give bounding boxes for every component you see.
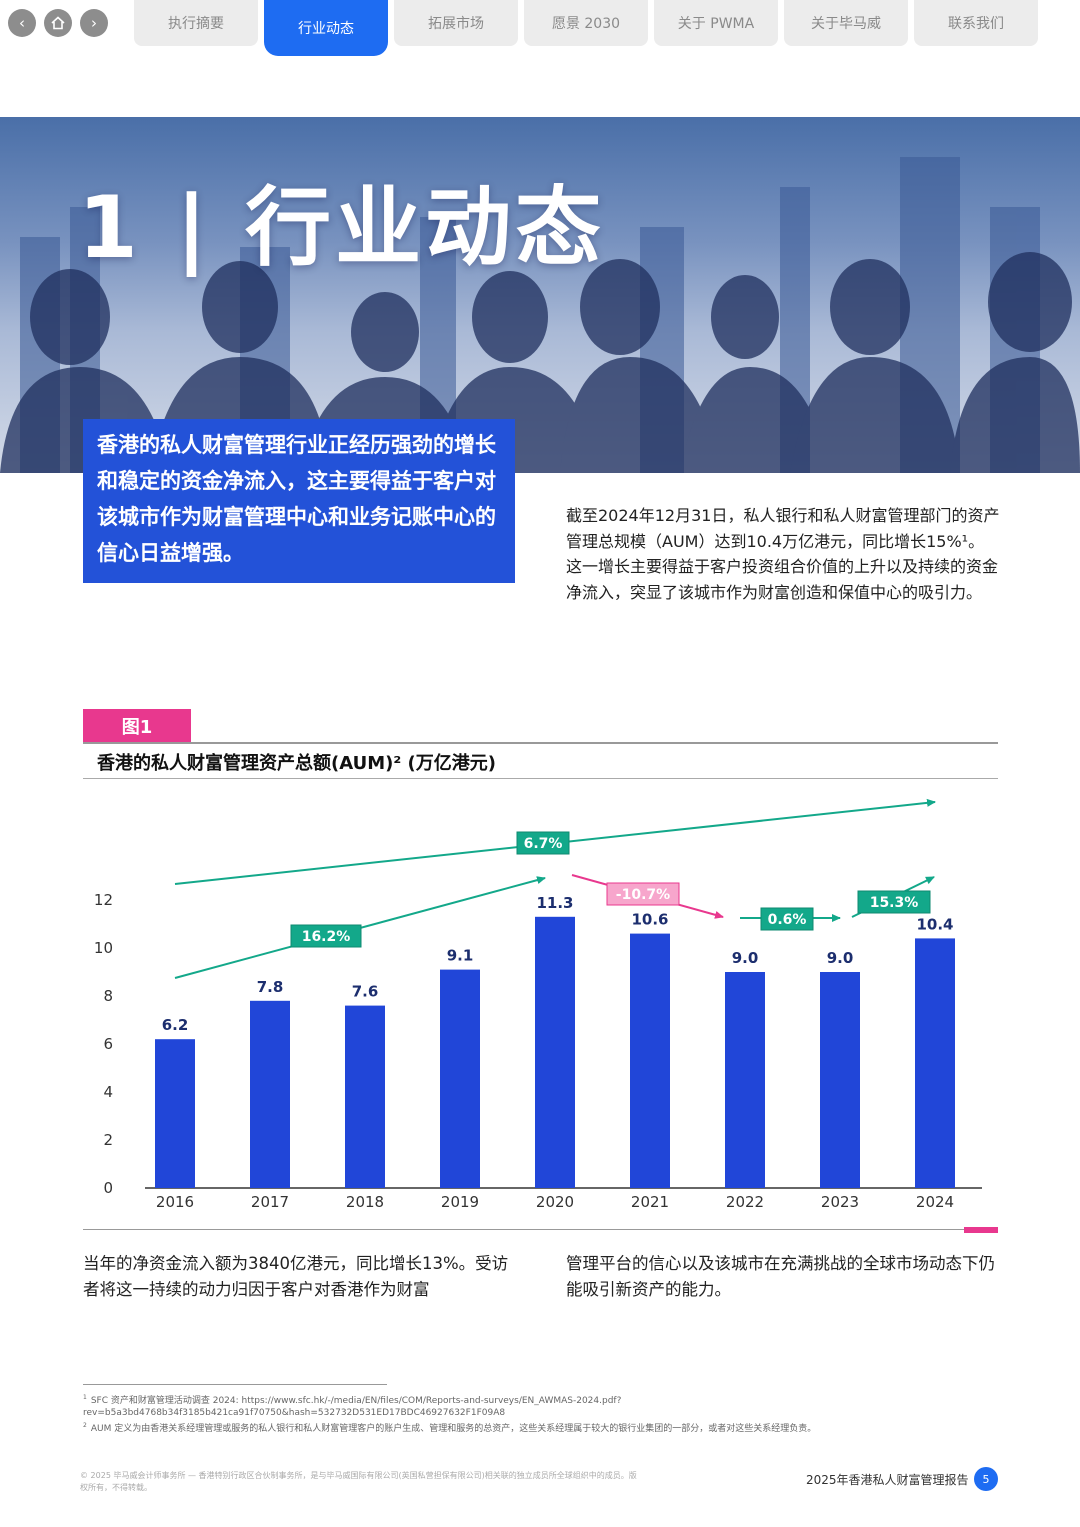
footnote-1: 1 SFC 资产和财富管理活动调查 2024: https://www.sfc.h… xyxy=(83,1392,983,1419)
bar-value-label: 9.0 xyxy=(732,949,759,967)
y-tick-label: 6 xyxy=(103,1035,113,1053)
y-tick-label: 8 xyxy=(103,987,113,1005)
footnote-2: 2 AUM 定义为由香港关系经理管理或服务的私人银行和私人财富管理客户的账户生成、… xyxy=(83,1420,983,1435)
footnote-rule xyxy=(83,1384,387,1385)
tab-contact-us[interactable]: 联系我们 xyxy=(914,0,1038,46)
home-icon xyxy=(51,16,65,30)
footnote-text: AUM 定义为由香港关系经理管理或服务的私人银行和私人财富管理客户的账户生成、管… xyxy=(90,1424,817,1434)
chevron-left-icon: ‹ xyxy=(19,13,25,32)
x-tick-label: 2018 xyxy=(346,1193,384,1211)
bar-value-label: 6.2 xyxy=(162,1016,189,1034)
tab-expand-markets[interactable]: 拓展市场 xyxy=(394,0,518,46)
growth-label-box xyxy=(516,831,570,855)
tab-about-kpmg[interactable]: 关于毕马威 xyxy=(784,0,908,46)
y-tick-label: 10 xyxy=(94,939,113,957)
bar-value-label: 10.6 xyxy=(631,911,668,929)
bar-value-label: 9.1 xyxy=(447,947,474,965)
bar xyxy=(820,972,860,1188)
bar xyxy=(535,916,575,1188)
section-tabs: 执行摘要 行业动态 拓展市场 愿景 2030 关于 PWMA 关于毕马威 联系我… xyxy=(134,0,1038,56)
aum-bar-chart: 0 2 4 6 8 10 12 6.2 2016 7.8 2017 7.6 2018 9.1 2019 11.… xyxy=(94,798,982,1211)
bar-value-label: 9.0 xyxy=(827,949,854,967)
x-tick-label: 2024 xyxy=(916,1193,954,1211)
growth-label: 0.6% xyxy=(768,912,807,928)
footnote-mark: 1 xyxy=(83,1394,87,1401)
growth-label: -10.7% xyxy=(616,887,670,903)
figure-bottom-rule xyxy=(83,1229,998,1230)
bar xyxy=(630,933,670,1188)
tab-vision-2030[interactable]: 愿景 2030 xyxy=(524,0,648,46)
figure-top-rule xyxy=(83,742,998,744)
figure-tag: 图1 xyxy=(83,709,191,742)
chevron-right-icon: › xyxy=(91,13,97,32)
growth-label-box xyxy=(606,882,680,906)
forward-button[interactable]: › xyxy=(80,9,108,37)
growth-label-box xyxy=(290,924,362,948)
bar-value-label: 7.6 xyxy=(352,983,379,1001)
y-tick-label: 12 xyxy=(94,891,113,909)
growth-label: 16.2% xyxy=(302,929,351,945)
legal-notice: © 2025 毕马威会计师事务所 — 香港特别行政区合伙制事务所，是与毕马威国际… xyxy=(80,1471,637,1492)
y-tick-label: 0 xyxy=(103,1179,113,1197)
growth-label: 15.3% xyxy=(870,895,919,911)
y-tick-label: 4 xyxy=(103,1083,113,1101)
growth-label-box xyxy=(760,907,814,931)
bar-value-label: 11.3 xyxy=(536,894,573,912)
x-tick-label: 2021 xyxy=(631,1193,669,1211)
page-number: 5 xyxy=(974,1467,998,1491)
bar-value-label: 10.4 xyxy=(916,915,953,933)
bar xyxy=(345,1005,385,1188)
report-title: 2025年香港私人财富管理报告 xyxy=(806,1473,969,1487)
home-button[interactable] xyxy=(44,9,72,37)
footnote-text: SFC 资产和财富管理活动调查 2024: https://www.sfc.hk… xyxy=(83,1396,622,1418)
footnote-mark: 2 xyxy=(83,1422,87,1429)
x-tick-label: 2019 xyxy=(441,1193,479,1211)
bar xyxy=(725,972,765,1188)
x-tick-label: 2016 xyxy=(156,1193,194,1211)
bar xyxy=(155,1039,195,1188)
intro-paragraph: 截至2024年12月31日，私人银行和私人财富管理部门的资产管理总规模（AUM）… xyxy=(566,506,1000,602)
hero-banner: 1 | 行业动态 xyxy=(0,117,1080,473)
bar xyxy=(250,1000,290,1188)
figure-title-rule xyxy=(83,778,998,779)
figure-accent-mark xyxy=(964,1227,998,1233)
figure-title: 香港的私人财富管理资产总额(AUM)² (万亿港元) xyxy=(97,753,496,774)
back-button[interactable]: ‹ xyxy=(8,9,36,37)
tab-executive-summary[interactable]: 执行摘要 xyxy=(134,0,258,46)
x-tick-label: 2020 xyxy=(536,1193,574,1211)
x-tick-label: 2023 xyxy=(821,1193,859,1211)
x-tick-label: 2022 xyxy=(726,1193,764,1211)
body-text-left: 当年的净资金流入额为3840亿港元，同比增长13%。受访者将这一持续的动力归因于… xyxy=(83,1254,509,1299)
intro-highlight-box: 香港的私人财富管理行业正经历强劲的增长和稳定的资金净流入，这主要得益于客户对该城… xyxy=(83,419,515,583)
growth-label-box xyxy=(857,890,931,914)
bar xyxy=(915,938,955,1188)
x-tick-label: 2017 xyxy=(251,1193,289,1211)
growth-label: 6.7% xyxy=(524,836,563,852)
page-title: 1 | 行业动态 xyxy=(78,178,606,278)
tab-industry-trends[interactable]: 行业动态 xyxy=(264,0,388,56)
tab-about-pwma[interactable]: 关于 PWMA xyxy=(654,0,778,46)
y-tick-label: 2 xyxy=(103,1131,113,1149)
body-text-right: 管理平台的信心以及该城市在充满挑战的全球市场动态下仍能吸引新资产的能力。 xyxy=(566,1254,995,1299)
bar xyxy=(440,969,480,1188)
bar-value-label: 7.8 xyxy=(257,978,284,996)
